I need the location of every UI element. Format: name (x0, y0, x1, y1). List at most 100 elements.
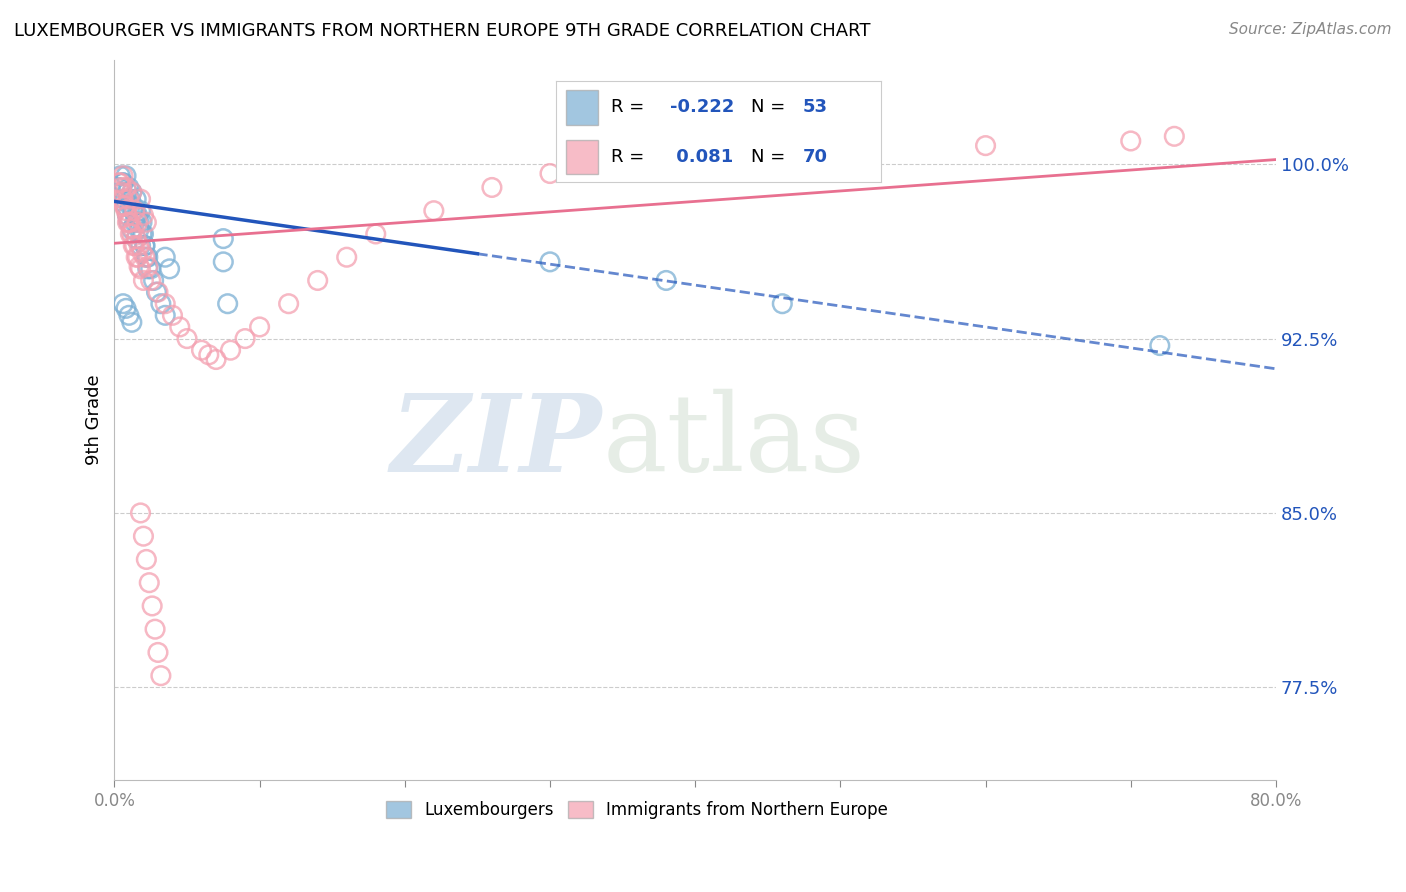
Point (129, 261, 152, 276)
Text: atlas: atlas (602, 389, 865, 494)
Point (121, 227, 143, 241)
Point (114, 199, 136, 213)
Point (423, 203, 446, 218)
Point (124, 215, 146, 229)
Point (131, 245, 153, 260)
Y-axis label: 9th Grade: 9th Grade (86, 375, 103, 466)
Legend: Luxembourgers, Immigrants from Northern Europe: Luxembourgers, Immigrants from Northern … (380, 795, 894, 826)
Point (128, 222, 150, 236)
Point (117, 185, 139, 199)
Point (142, 273, 165, 287)
Point (135, 250, 157, 264)
Point (135, 215, 157, 229)
Point (770, 296, 793, 310)
Point (136, 260, 159, 274)
Point (612, 157, 634, 171)
Point (176, 332, 198, 346)
Point (125, 208, 148, 222)
Point (115, 199, 138, 213)
Point (481, 180, 503, 194)
Point (115, 180, 138, 194)
Point (107, 180, 129, 194)
Point (110, 176, 132, 190)
Point (146, 645, 169, 659)
Point (112, 176, 135, 190)
Point (125, 250, 148, 264)
Point (128, 215, 150, 229)
Point (134, 238, 156, 252)
Point (155, 296, 177, 310)
Point (128, 238, 150, 252)
Point (118, 309, 141, 323)
Point (149, 296, 172, 310)
Point (125, 232, 148, 246)
Text: Source: ZipAtlas.com: Source: ZipAtlas.com (1229, 22, 1392, 37)
Point (162, 309, 184, 323)
Point (107, 176, 129, 190)
Point (141, 599, 163, 613)
Point (683, 153, 706, 167)
Point (132, 273, 155, 287)
Point (219, 343, 242, 358)
Point (132, 227, 155, 241)
Point (121, 185, 143, 199)
Point (121, 222, 143, 236)
Point (756, 148, 779, 162)
Point (127, 208, 149, 222)
Point (145, 285, 167, 299)
Point (118, 215, 141, 229)
Point (277, 296, 299, 310)
Point (120, 199, 142, 213)
Point (115, 203, 138, 218)
Point (110, 169, 132, 183)
Point (830, 145, 852, 160)
Point (149, 668, 172, 682)
Point (336, 250, 359, 264)
Point (1119, 134, 1142, 148)
Text: ZIP: ZIP (391, 389, 602, 494)
Point (117, 208, 139, 222)
Point (136, 250, 159, 264)
Point (190, 343, 212, 358)
Point (129, 506, 152, 520)
Point (129, 238, 152, 252)
Point (233, 332, 256, 346)
Point (121, 185, 143, 199)
Point (139, 261, 162, 276)
Point (115, 301, 138, 316)
Point (134, 238, 156, 252)
Point (117, 215, 139, 229)
Point (114, 192, 136, 206)
Point (114, 199, 136, 213)
Point (112, 169, 135, 183)
Point (122, 199, 145, 213)
Point (1149, 338, 1171, 352)
Point (132, 529, 155, 543)
Point (118, 215, 141, 229)
Point (111, 185, 134, 199)
Point (136, 261, 159, 276)
Point (134, 250, 156, 264)
Point (217, 296, 239, 310)
Point (124, 238, 146, 252)
Point (655, 273, 678, 287)
Point (155, 309, 177, 323)
Point (131, 215, 153, 229)
Point (112, 296, 135, 310)
Point (118, 192, 141, 206)
Point (212, 232, 235, 246)
Point (121, 315, 143, 329)
Point (974, 138, 997, 153)
Point (212, 255, 235, 269)
Text: LUXEMBOURGER VS IMMIGRANTS FROM NORTHERN EUROPE 9TH GRADE CORRELATION CHART: LUXEMBOURGER VS IMMIGRANTS FROM NORTHERN… (14, 22, 870, 40)
Point (122, 203, 145, 218)
Point (129, 192, 152, 206)
Point (129, 203, 152, 218)
Point (249, 320, 271, 334)
Point (120, 227, 142, 241)
Point (132, 208, 155, 222)
Point (117, 208, 139, 222)
Point (364, 227, 387, 241)
Point (124, 203, 146, 218)
Point (127, 215, 149, 229)
